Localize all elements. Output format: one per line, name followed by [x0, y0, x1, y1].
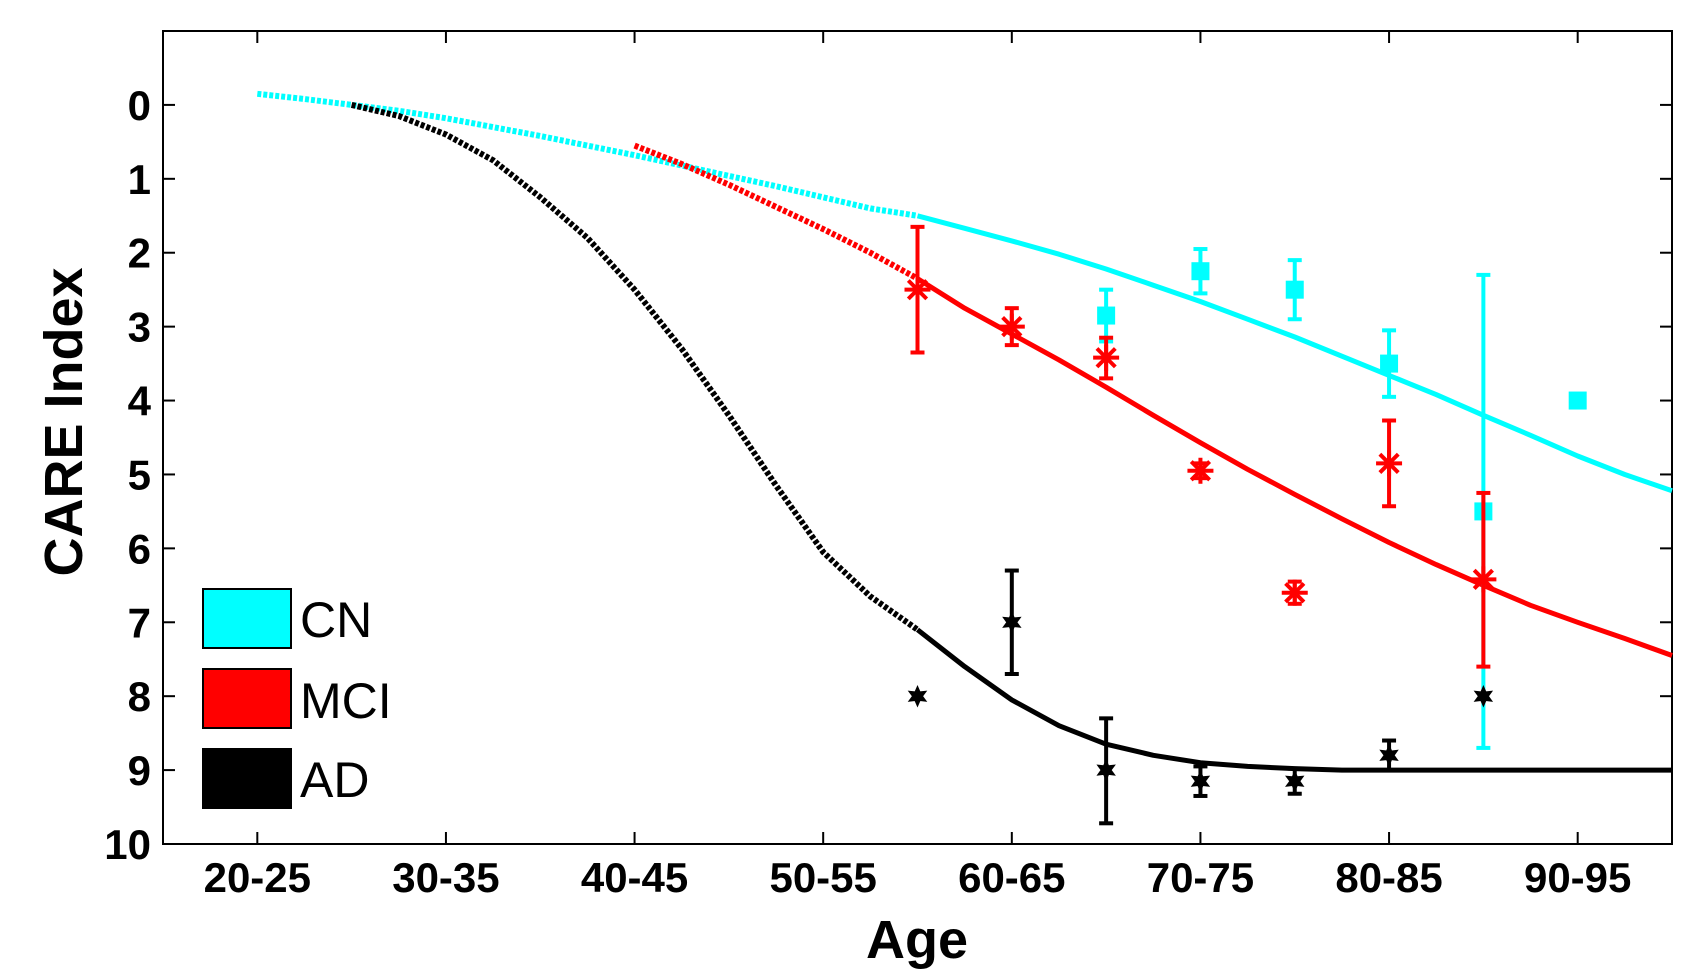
data-point-mci	[1470, 490, 1497, 669]
marker-star-ad	[1002, 611, 1022, 634]
marker-star-ad	[1473, 684, 1494, 708]
legend-label-cn: CN	[300, 592, 372, 648]
y-tick-label: 3	[128, 304, 151, 351]
x-tick-label: 70-75	[1147, 854, 1254, 901]
marker-star-ad	[1096, 758, 1116, 782]
marker-asterisk-mci	[1001, 316, 1023, 338]
marker-star-ad	[1190, 769, 1211, 793]
y-tick-label: 1	[128, 156, 151, 203]
y-tick-label: 8	[128, 673, 151, 720]
data-point-ad	[1473, 684, 1494, 708]
y-tick-label: 5	[128, 451, 151, 498]
marker-square-cn	[1191, 262, 1210, 281]
legend: CN MCI AD	[202, 588, 392, 809]
curve-fit-cn	[916, 213, 1673, 494]
marker-square-cn	[1568, 391, 1587, 410]
data-point-cn	[1285, 258, 1304, 322]
data-point-ad	[1096, 716, 1116, 826]
curve-extrapolated-mci	[633, 142, 919, 282]
data-point-ad	[907, 684, 928, 708]
x-tick-label: 50-55	[769, 854, 876, 901]
marker-asterisk-mci	[1095, 347, 1117, 369]
x-tick-label: 30-35	[392, 854, 499, 901]
x-axis-ticks: 20-25 30-35 40-45 50-55 60-65 70-75 80-85 90-95	[204, 31, 1631, 901]
marker-asterisk-mci	[906, 279, 929, 301]
marker-asterisk-mci	[1378, 452, 1400, 474]
marker-square-cn	[1097, 306, 1116, 325]
curve-extrapolated-ad	[350, 101, 920, 633]
y-tick-label: 0	[128, 82, 151, 129]
curve-fit-ad	[915, 627, 1672, 773]
marker-star-ad	[907, 684, 928, 708]
y-tick-label: 6	[128, 525, 151, 572]
data-point-cn	[1568, 391, 1587, 410]
data-point-cn	[1380, 328, 1399, 399]
data-point-ad	[1002, 568, 1022, 677]
y-axis-ticks: 0 1 2 3 4 5 6 7 8 9 10	[104, 82, 1672, 868]
data-point-ad	[1190, 764, 1211, 798]
data-point-mci	[998, 306, 1025, 348]
data-point-mci	[1376, 418, 1403, 509]
marker-asterisk-mci	[1472, 568, 1494, 591]
data-point-ad	[1379, 738, 1399, 773]
marker-asterisk-mci	[1189, 460, 1212, 482]
data-point-cn	[1191, 247, 1210, 296]
legend-label-mci: MCI	[300, 673, 392, 729]
data-point-mci	[1187, 457, 1214, 484]
series-curves	[256, 90, 1673, 773]
y-axis-title: CARE Index	[34, 267, 94, 576]
y-tick-label: 7	[128, 599, 151, 646]
data-point-mci	[1281, 579, 1308, 606]
x-tick-label: 90-95	[1524, 854, 1631, 901]
series-points	[904, 224, 1587, 826]
x-tick-label: 80-85	[1335, 854, 1442, 901]
x-tick-label: 60-65	[958, 854, 1065, 901]
curve-fit-mci	[916, 276, 1673, 658]
legend-label-ad: AD	[300, 752, 369, 808]
legend-swatch-cn	[202, 588, 292, 649]
y-tick-label: 2	[128, 230, 151, 277]
y-tick-label: 9	[128, 747, 151, 794]
y-tick-label: 10	[104, 821, 151, 868]
data-point-mci	[904, 224, 931, 355]
data-point-mci	[1093, 335, 1120, 381]
y-tick-label: 4	[128, 378, 152, 425]
x-tick-label: 40-45	[581, 854, 688, 901]
marker-square-cn	[1285, 280, 1304, 299]
plot-frame	[162, 30, 1673, 845]
marker-square-cn	[1380, 354, 1399, 373]
legend-swatch-mci	[202, 668, 292, 729]
data-point-ad	[1285, 766, 1305, 796]
x-axis-title: Age	[866, 910, 968, 970]
marker-star-ad	[1285, 769, 1305, 793]
x-tick-label: 20-25	[204, 854, 311, 901]
legend-swatch-ad	[202, 748, 292, 809]
marker-star-ad	[1379, 744, 1399, 767]
marker-asterisk-mci	[1284, 582, 1306, 604]
